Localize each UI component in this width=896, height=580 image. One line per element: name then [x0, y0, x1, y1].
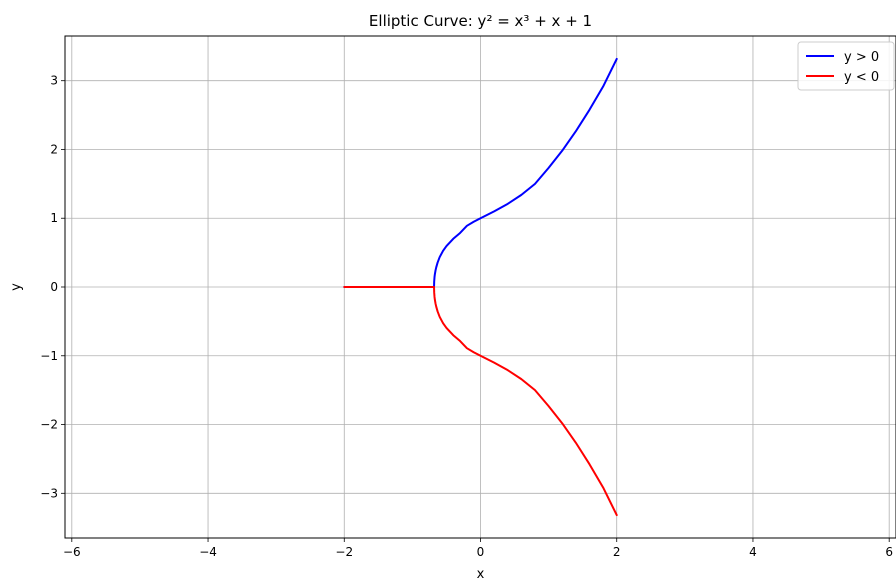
x-tick-label: −2	[335, 545, 353, 559]
y-tick-label: −1	[40, 349, 58, 363]
y-tick-label: 2	[50, 142, 58, 156]
legend-box	[797, 41, 895, 91]
x-tick-label: 2	[613, 545, 621, 559]
series-line-y-0	[433, 57, 618, 288]
legend-label: y > 0	[844, 50, 879, 65]
ticks: −6 −4 −2 0 2 4 6 −3 −2 −1 0 1 2 3	[40, 74, 893, 559]
x-tick-label: −4	[199, 545, 217, 559]
y-tick-label: 0	[50, 280, 58, 294]
plot-series	[343, 57, 618, 517]
y-tick-label: −2	[40, 418, 58, 432]
x-tick-label: 0	[477, 545, 485, 559]
x-tick-label: −6	[63, 545, 81, 559]
series-line-y-0	[433, 286, 618, 517]
legend: y > 0 y < 0	[797, 41, 895, 91]
legend-label: y < 0	[844, 70, 879, 85]
y-tick-label: −3	[40, 486, 58, 500]
x-axis-label: x	[477, 567, 485, 580]
x-tick-label: 6	[885, 545, 893, 559]
y-axis-label: y	[9, 283, 24, 291]
y-tick-label: 1	[50, 211, 58, 225]
chart-title: Elliptic Curve: y² = x³ + x + 1	[369, 12, 592, 30]
x-tick-label: 4	[749, 545, 757, 559]
y-tick-label: 3	[50, 74, 58, 88]
